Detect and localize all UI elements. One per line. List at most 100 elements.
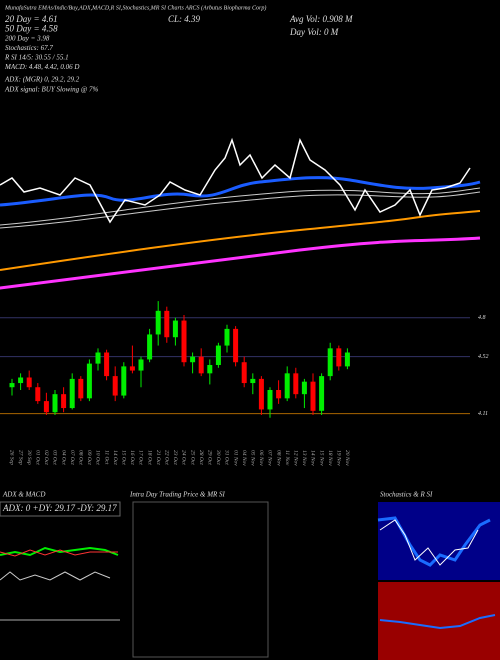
header-title: MunafaSutra EMAs/Indic/Buy,ADX,MACD,R SI…	[4, 4, 266, 11]
y-tick-label: 4.52	[478, 353, 489, 360]
indicator: R SI 14/5: 30.55 / 55.1	[4, 54, 69, 62]
adx-signal: ADX signal: BUY Slowing @ 7%	[4, 86, 99, 94]
x-tick-label: 28 Oct	[198, 450, 204, 465]
x-tick-label: 18 Nov	[327, 450, 333, 466]
adx-values: ADX: 0 +DY: 29.17 -DY: 29.17	[2, 503, 117, 513]
candle-body	[61, 394, 67, 409]
x-tick-label: 30 Sep	[26, 449, 32, 465]
candle-body	[104, 352, 110, 377]
candle-body	[26, 377, 32, 388]
candle-body	[52, 394, 58, 413]
x-tick-label: 02 Oct	[43, 450, 49, 465]
indicator: MACD: 4.48, 4.42, 0.06 D	[4, 63, 79, 71]
day-vol: Day Vol: 0 M	[289, 27, 339, 37]
x-tick-label: 05 Nov	[250, 450, 256, 466]
x-tick-label: 24 Oct	[181, 450, 188, 465]
ema-20	[0, 176, 481, 207]
close: CL: 4.39	[168, 14, 201, 24]
candle-body	[95, 352, 101, 364]
x-tick-label: 08 Nov	[275, 450, 281, 466]
adx-line	[0, 546, 119, 557]
candle-body	[215, 345, 221, 365]
x-tick-label: 11 Oct	[103, 450, 109, 465]
candle-body	[293, 373, 299, 395]
adx-line: ADX: (MGR) 0, 29.2, 29.2	[4, 76, 80, 84]
x-tick-label: 07 Oct	[69, 450, 75, 465]
x-tick-label: 09 Oct	[86, 450, 92, 465]
candle-body	[301, 381, 307, 395]
candle-body	[276, 390, 282, 399]
indicator: Stochastics: 67.7	[5, 44, 53, 52]
price-line	[0, 137, 471, 224]
x-tick-label: 10 Oct	[95, 450, 101, 465]
candles: 4.11 4.52 4.8 26 Sep 27 Sep 30 Sep 01 Oct 02 Oc…	[0, 301, 489, 466]
x-tick-label: 14 Nov	[310, 450, 317, 466]
x-tick-label: 03 Oct	[52, 450, 58, 465]
moving-averages	[0, 137, 481, 290]
y-tick-label: 4.8	[478, 314, 486, 321]
candle-body	[35, 387, 41, 402]
y-tick-label: 4.11	[478, 410, 488, 417]
candle-body	[181, 320, 187, 363]
x-tick-label: 31 Oct	[224, 449, 230, 465]
dy-line	[0, 549, 118, 557]
candle-body	[344, 352, 350, 367]
ema-100	[0, 210, 481, 271]
x-tick-label: 11 Nov	[284, 450, 290, 466]
x-tick-label: 16 Oct	[129, 450, 135, 465]
x-tick-label: 08 Oct	[78, 450, 84, 465]
x-tick-label: 15 Oct	[121, 450, 127, 465]
indicator: 20 Day = 4.61	[5, 14, 58, 24]
candle-body	[207, 365, 213, 374]
candle-body	[319, 376, 325, 411]
x-tick-label: 17 Oct	[138, 450, 144, 465]
candle-body	[190, 356, 196, 363]
stoch-signal	[379, 519, 479, 566]
indicator: 200 Day = 3.98	[5, 35, 50, 43]
candle-body	[121, 366, 127, 396]
candle-body	[86, 363, 92, 399]
x-tick-label: 04 Oct	[60, 450, 67, 465]
x-tick-label: 12 Nov	[293, 450, 299, 466]
ema-50b	[0, 191, 481, 229]
x-tick-label: 01 Oct	[35, 450, 41, 465]
candle-body	[310, 381, 316, 411]
adx-box	[0, 501, 121, 517]
x-tick-label: 06 Nov	[258, 450, 264, 466]
candle-body	[112, 376, 118, 396]
candle-body	[18, 377, 24, 384]
x-tick-label: 19 Nov	[336, 450, 342, 466]
indicator: 50 Day = 4.58	[5, 24, 58, 34]
x-tick-label: 13 Nov	[301, 450, 307, 466]
x-tick-label: 26 Sep	[9, 450, 15, 465]
intraday-title: Intra Day Trading Price & MR SI	[129, 491, 226, 499]
candle-body	[9, 383, 15, 388]
x-tick-label: 01 Nov	[232, 450, 238, 466]
stoch-title: Stochastics & R SI	[380, 491, 433, 499]
x-tick-label: 27 Sep	[17, 450, 23, 465]
ema-50	[0, 187, 481, 226]
rsi-line	[379, 614, 496, 630]
x-tick-label: 30 Oct	[215, 449, 221, 465]
x-tick-label: 04 Nov	[241, 450, 248, 466]
candle-body	[155, 310, 161, 335]
candle-body	[336, 348, 342, 367]
candle-body	[284, 373, 290, 399]
intraday-box	[132, 501, 269, 658]
bottom-panels: ADX & MACD ADX: 0 +DY: 29.17 -DY: 29.17 …	[0, 491, 500, 660]
x-tick-label: 14 Oct	[112, 450, 119, 465]
x-tick-label: 18 Oct	[146, 450, 152, 465]
x-tick-label: 20 Nov	[344, 450, 350, 466]
candle-body	[198, 356, 204, 374]
candle-body	[43, 401, 49, 413]
candle-body	[250, 378, 256, 384]
candle-body	[69, 378, 75, 409]
avg-vol: Avg Vol: 0.908 M	[289, 14, 353, 24]
macd-line	[0, 571, 111, 581]
x-tick-label: 29 Oct	[207, 450, 213, 465]
candle-body	[164, 310, 170, 338]
candle-body	[172, 320, 178, 338]
candle-body	[327, 348, 333, 377]
